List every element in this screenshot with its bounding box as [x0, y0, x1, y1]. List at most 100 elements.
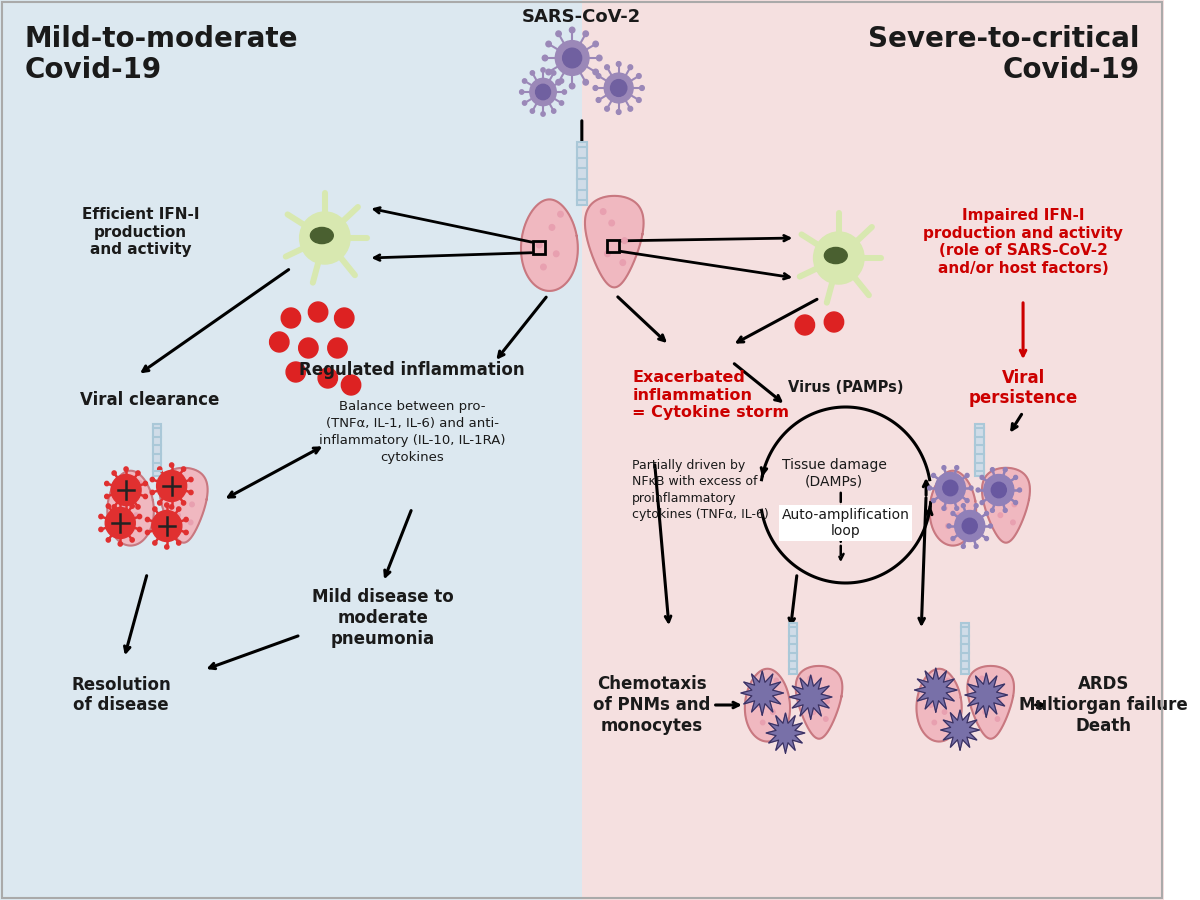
Circle shape	[190, 502, 194, 507]
Circle shape	[188, 477, 193, 482]
Bar	[533, 241, 545, 254]
Bar	[582, 0, 1164, 900]
Circle shape	[998, 513, 1003, 518]
Circle shape	[112, 471, 116, 475]
Bar	[606, 239, 618, 252]
Circle shape	[530, 78, 557, 105]
Polygon shape	[914, 668, 958, 712]
Circle shape	[1003, 508, 1007, 512]
Circle shape	[546, 69, 551, 75]
Polygon shape	[965, 673, 1008, 717]
Circle shape	[328, 338, 347, 358]
Circle shape	[980, 475, 984, 480]
Circle shape	[188, 491, 193, 495]
Text: Mild disease to
moderate
pneumonia: Mild disease to moderate pneumonia	[312, 589, 454, 648]
Circle shape	[98, 515, 103, 518]
Bar	[0, 0, 582, 900]
Circle shape	[138, 527, 142, 532]
Circle shape	[281, 308, 301, 328]
Polygon shape	[107, 471, 154, 545]
Circle shape	[796, 315, 815, 335]
Polygon shape	[930, 471, 976, 545]
Polygon shape	[967, 666, 1014, 739]
Bar	[152, 424, 161, 475]
Circle shape	[138, 515, 142, 518]
Circle shape	[955, 507, 959, 510]
Circle shape	[124, 467, 128, 472]
Polygon shape	[766, 713, 805, 753]
Text: Severe-to-critical
Covid-19: Severe-to-critical Covid-19	[868, 25, 1140, 85]
Circle shape	[134, 513, 138, 518]
Circle shape	[946, 679, 950, 683]
Ellipse shape	[311, 228, 334, 244]
Circle shape	[541, 68, 545, 72]
Polygon shape	[941, 710, 979, 750]
Circle shape	[929, 703, 934, 707]
Bar	[976, 424, 984, 475]
Circle shape	[563, 90, 566, 94]
Circle shape	[152, 541, 157, 545]
Circle shape	[124, 524, 128, 528]
Text: ARDS
Multiorgan failure
Death: ARDS Multiorgan failure Death	[1019, 675, 1188, 734]
Circle shape	[605, 73, 634, 103]
Circle shape	[145, 518, 150, 522]
Circle shape	[124, 508, 128, 513]
Circle shape	[1010, 520, 1015, 525]
Circle shape	[530, 109, 534, 113]
Text: Balance between pro-
(TNFα, IL-1, IL-6) and anti-
inflammatory (IL-10, IL-1RA)
c: Balance between pro- (TNFα, IL-1, IL-6) …	[319, 400, 505, 464]
Circle shape	[932, 720, 936, 724]
Circle shape	[950, 511, 955, 516]
Circle shape	[152, 507, 157, 511]
Circle shape	[942, 506, 947, 510]
Text: SARS-CoV-2: SARS-CoV-2	[522, 8, 642, 26]
Circle shape	[535, 85, 551, 100]
Circle shape	[593, 41, 599, 47]
Circle shape	[1002, 488, 1006, 492]
Circle shape	[997, 699, 1001, 704]
Text: Chemotaxis
of PNMs and
monocytes: Chemotaxis of PNMs and monocytes	[593, 675, 710, 734]
Circle shape	[605, 251, 610, 256]
Circle shape	[98, 527, 103, 532]
Circle shape	[107, 504, 110, 508]
Ellipse shape	[824, 248, 847, 264]
Circle shape	[184, 518, 188, 522]
Circle shape	[774, 679, 779, 683]
Circle shape	[984, 536, 989, 541]
Circle shape	[962, 518, 977, 534]
Polygon shape	[740, 671, 784, 715]
Circle shape	[112, 505, 116, 509]
Circle shape	[1014, 475, 1018, 480]
Circle shape	[559, 79, 564, 83]
Circle shape	[130, 504, 134, 508]
Circle shape	[960, 481, 965, 485]
Circle shape	[112, 474, 142, 506]
Circle shape	[943, 481, 958, 496]
Circle shape	[335, 308, 354, 328]
Circle shape	[570, 83, 575, 89]
Circle shape	[556, 40, 589, 76]
Circle shape	[130, 538, 134, 542]
Circle shape	[593, 69, 599, 75]
Circle shape	[814, 232, 864, 284]
Text: Auto-amplification
loop: Auto-amplification loop	[781, 508, 910, 538]
Circle shape	[530, 71, 534, 75]
Circle shape	[823, 716, 828, 721]
Circle shape	[931, 473, 936, 477]
Polygon shape	[917, 669, 961, 742]
Circle shape	[965, 473, 970, 477]
Circle shape	[617, 110, 622, 114]
Circle shape	[955, 510, 985, 542]
Circle shape	[583, 79, 588, 85]
Circle shape	[965, 499, 970, 502]
Circle shape	[942, 507, 946, 510]
Bar	[790, 623, 797, 673]
Circle shape	[990, 468, 995, 472]
Circle shape	[299, 338, 318, 358]
Circle shape	[550, 225, 554, 230]
Circle shape	[938, 688, 943, 693]
Circle shape	[157, 467, 162, 472]
Circle shape	[611, 79, 626, 96]
Circle shape	[974, 504, 978, 508]
Circle shape	[980, 500, 984, 505]
Circle shape	[605, 106, 610, 112]
